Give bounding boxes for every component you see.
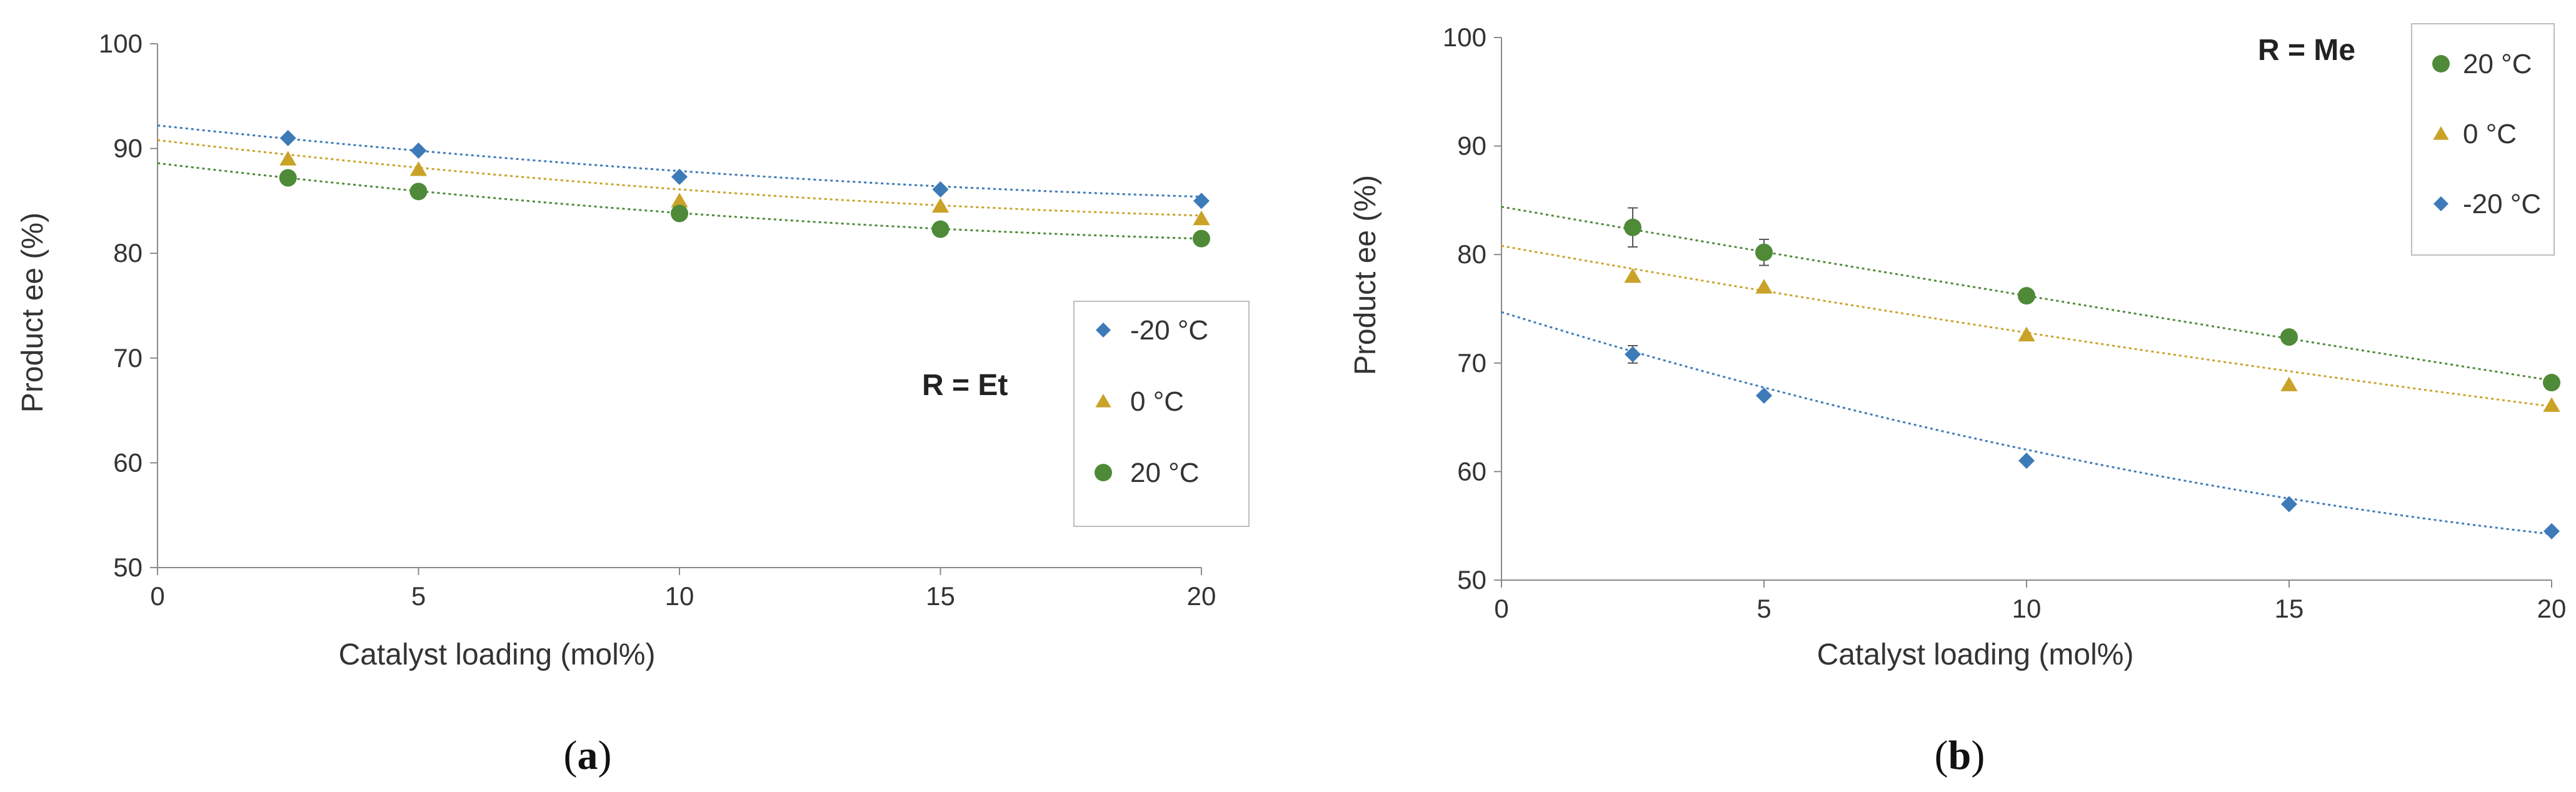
panel-b-legend-marker-triangle: [2433, 126, 2449, 140]
panel-b-data-point-circle: [2018, 287, 2035, 305]
panel-a-caption: (a): [564, 733, 612, 778]
panel-a-x-tick-label: 15: [926, 581, 955, 611]
panel-b-trendline-triangle: [1501, 244, 2552, 408]
panel-b-legend: 20 °C 0 °C -20 °C: [2432, 49, 2541, 219]
panel-b-data-point-triangle: [1755, 279, 1773, 294]
panel-b-legend-label: 20 °C: [2463, 49, 2532, 79]
panel-a-data-point-diamond: [410, 142, 427, 159]
panel-b-y-tick-label: 70: [1457, 348, 1486, 378]
panel-a-legend-label: 20 °C: [1130, 458, 1200, 488]
panel-b-chart: Catalyst loading (mol%) Product ee (%) R…: [1349, 23, 2566, 778]
panel-a-x-tick-label: 0: [150, 581, 164, 611]
panel-a-legend-marker-diamond: [1096, 323, 1111, 338]
panel-a-legend-item: 0 °C: [1095, 386, 1184, 417]
panel-a-data-point-diamond: [279, 129, 296, 146]
panel-a-y-tick-label: 60: [113, 448, 143, 477]
panel-a-y-tick-label: 80: [113, 238, 143, 268]
panel-b-data-point-diamond: [1756, 387, 1772, 404]
panel-b-legend-marker-circle: [2432, 55, 2450, 73]
panel-b-x-tick-label: 0: [1494, 594, 1508, 623]
panel-a-chart: Catalyst loading (mol%) Product ee (%) R…: [16, 29, 1250, 778]
panel-a-legend-box: [1073, 301, 1250, 527]
panel-a-data-point-triangle: [409, 161, 428, 176]
panel-a-legend-item: 20 °C: [1095, 458, 1200, 488]
panel-a-data-point-circle: [409, 183, 428, 201]
panel-a-legend-marker-triangle: [1095, 394, 1111, 408]
panel-b-x-axis-label: Catalyst loading (mol%): [1817, 638, 2134, 671]
panel-a-data-point-circle: [279, 169, 297, 187]
panel-a-x-tick-label: 5: [411, 581, 426, 611]
panel-a-legend-marker-circle: [1095, 464, 1112, 481]
panel-a-data-point-circle: [1193, 229, 1210, 248]
panel-a-data-point-triangle: [931, 198, 950, 213]
panel-b-plot-area: 50 60 70 80 90 100 0 5 10 15 20: [1443, 23, 2566, 623]
panel-b-caption-open: (: [1935, 733, 1948, 778]
panel-b-data-point-diamond: [2281, 496, 2297, 513]
panel-a-data-point-circle: [671, 204, 688, 223]
panel-b-legend-item: -20 °C: [2433, 189, 2541, 219]
panel-a-data-point-triangle: [671, 193, 688, 208]
panel-b-x-tick-label: 10: [2012, 594, 2042, 623]
panel-b-y-tick-label: 50: [1457, 565, 1486, 594]
panel-a-y-tick-label: 50: [113, 553, 143, 582]
panel-b-data-point-triangle: [2543, 397, 2560, 412]
panel-a-data-point-circle: [931, 220, 950, 238]
panel-b-x-tick-label: 20: [2537, 594, 2567, 623]
panel-a-y-tick-label: 70: [113, 343, 143, 373]
panel-b-data-point-circle: [1755, 243, 1773, 261]
panel-a-data-point-triangle: [279, 151, 297, 166]
panel-b-y-tick-label: 90: [1457, 131, 1486, 161]
panel-a-data-point-diamond: [932, 181, 949, 198]
panel-a-y-axis-label: Product ee (%): [16, 213, 49, 413]
panel-a-annotation: R = Et: [922, 369, 1008, 402]
panel-a-y-tick-label: 90: [113, 134, 143, 163]
panel-a-data-point-diamond: [671, 168, 688, 185]
panel-b-y-axis-label: Product ee (%): [1349, 175, 1382, 375]
panel-a-legend-label: -20 °C: [1130, 315, 1208, 346]
panel-a-data-point-triangle: [1193, 210, 1210, 226]
panel-a-legend-label: 0 °C: [1130, 386, 1184, 417]
panel-b-annotation: R = Me: [2258, 34, 2355, 67]
panel-a-caption-letter: a: [578, 733, 598, 778]
panel-b-legend-marker-diamond: [2433, 196, 2448, 211]
panel-a-legend-item: -20 °C: [1096, 315, 1208, 346]
panel-b-data-point-diamond: [1625, 346, 1641, 363]
panel-a-x-axis-label: Catalyst loading (mol%): [339, 638, 656, 671]
panel-a-data-point-diamond: [1193, 193, 1210, 209]
panel-b-y-tick-label: 100: [1443, 23, 1486, 52]
panel-b-caption: (b): [1935, 733, 1985, 778]
panel-b-data-point-circle: [2280, 328, 2298, 346]
panel-a-caption-open: (: [564, 733, 578, 778]
panel-a-x-tick-label: 20: [1187, 581, 1216, 611]
panel-b-data-point-triangle: [2018, 326, 2035, 342]
panel-b-data-point-diamond: [2543, 523, 2560, 539]
panel-b-caption-letter: b: [1948, 733, 1972, 778]
panel-a-caption-close: ): [598, 733, 612, 778]
panel-b-data-point-diamond: [2018, 453, 2035, 469]
panel-b-legend-item: 20 °C: [2432, 49, 2532, 79]
panel-a-y-tick-label: 100: [99, 29, 143, 58]
panel-a-legend: -20 °C 0 °C 20 °C: [1095, 315, 1208, 488]
panel-b-x-tick-label: 15: [2275, 594, 2304, 623]
panel-b-caption-close: ): [1971, 733, 1985, 778]
panel-b-data-point-circle: [1624, 218, 1641, 236]
panel-a-trendline-diamond: [157, 124, 1202, 198]
panel-b-data-point-triangle: [2280, 376, 2298, 391]
panel-b-x-tick-label: 5: [1757, 594, 1771, 623]
panel-b-legend-label: 0 °C: [2463, 119, 2517, 149]
panel-b-legend-label: -20 °C: [2463, 189, 2541, 219]
panel-b-data-point-circle: [2543, 374, 2560, 392]
panel-a-x-tick-label: 10: [665, 581, 694, 611]
panel-b-y-tick-label: 60: [1457, 456, 1486, 486]
panel-a-trendline-triangle: [157, 139, 1202, 217]
panel-b-y-tick-label: 80: [1457, 239, 1486, 269]
panel-b-data-point-triangle: [1624, 268, 1641, 283]
panel-a-plot-area: 50 60 70 80 90 100 0 5 10 15 20: [99, 29, 1216, 611]
panel-b-legend-item: 0 °C: [2433, 119, 2517, 149]
panel-b-trendline-diamond: [1501, 311, 2552, 535]
